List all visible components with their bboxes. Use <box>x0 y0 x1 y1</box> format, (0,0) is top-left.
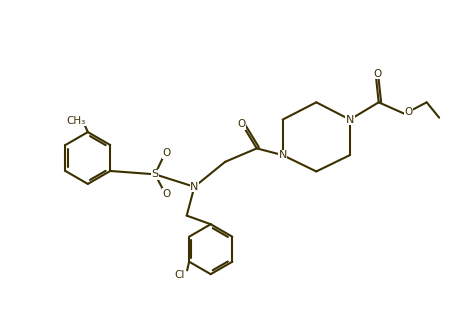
Text: Cl: Cl <box>174 270 185 280</box>
Text: N: N <box>278 150 287 160</box>
Text: O: O <box>404 107 413 117</box>
Text: O: O <box>162 189 171 198</box>
Text: N: N <box>346 115 354 125</box>
Text: O: O <box>238 119 246 129</box>
Text: O: O <box>162 148 171 158</box>
Text: O: O <box>374 69 382 78</box>
Text: S: S <box>152 169 159 179</box>
Text: N: N <box>190 182 198 192</box>
Text: CH₃: CH₃ <box>67 116 86 125</box>
